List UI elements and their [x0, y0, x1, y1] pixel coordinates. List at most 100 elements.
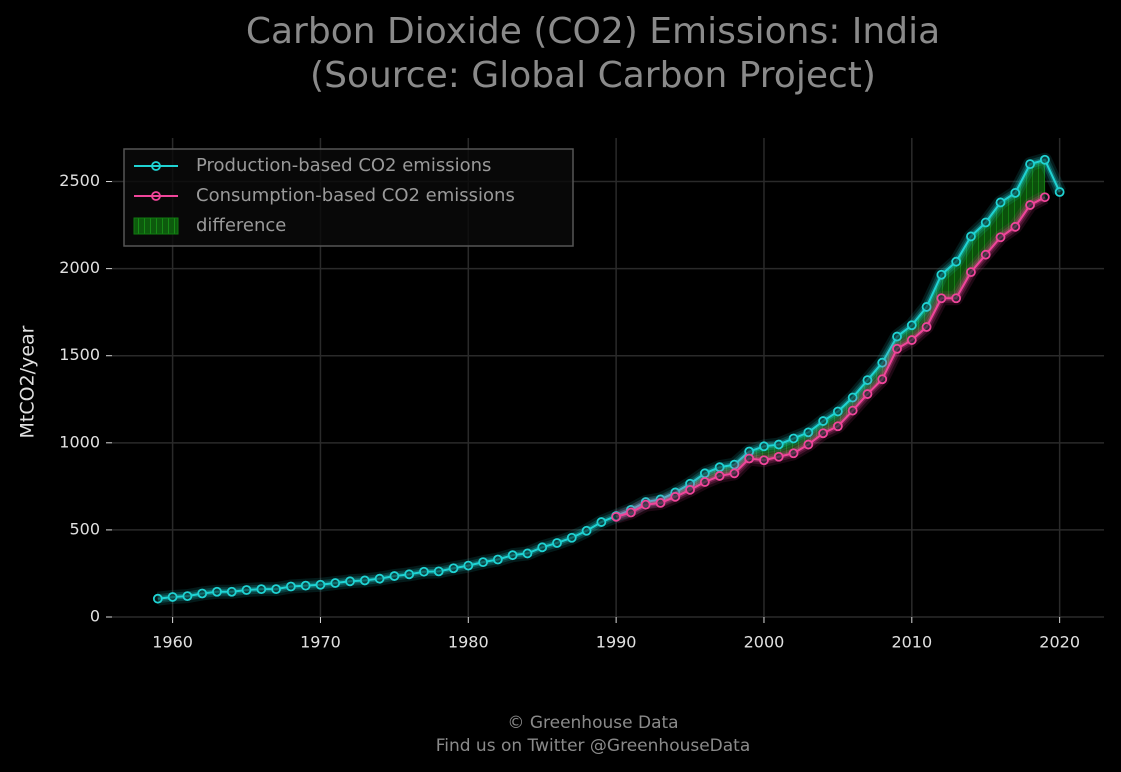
series-marker — [566, 532, 577, 543]
series-marker — [1054, 187, 1065, 197]
legend-marker — [151, 191, 161, 201]
series-marker — [759, 455, 769, 466]
y-tick-label: 1000 — [59, 432, 100, 451]
series-marker — [1010, 187, 1021, 198]
legend-marker — [151, 161, 161, 171]
series-marker — [832, 406, 843, 417]
series-marker — [182, 591, 193, 601]
series-marker — [951, 256, 962, 267]
y-tick-label: 0 — [90, 607, 100, 626]
series-marker — [552, 538, 562, 548]
x-tick-label: 2020 — [1039, 633, 1080, 652]
series-marker — [448, 563, 459, 574]
series-marker — [1039, 154, 1050, 165]
y-tick-label: 1500 — [59, 345, 100, 364]
series-marker — [359, 575, 370, 586]
series-marker — [995, 232, 1006, 243]
series-marker — [537, 542, 548, 553]
series-marker — [404, 569, 415, 580]
series-marker — [936, 293, 947, 304]
series-marker — [906, 335, 917, 345]
series-marker — [670, 491, 681, 502]
x-tick-label: 2000 — [744, 633, 785, 652]
series-marker — [847, 405, 858, 416]
series-marker — [773, 439, 784, 450]
series-marker — [773, 451, 784, 462]
series-marker — [1039, 192, 1050, 203]
series-marker — [655, 498, 666, 508]
x-tick-label: 2010 — [891, 633, 932, 652]
series-marker — [315, 579, 326, 590]
series-marker — [877, 357, 888, 368]
y-tick-label: 2500 — [59, 171, 100, 190]
series-marker — [862, 389, 873, 399]
series-marker — [345, 576, 355, 587]
series-marker — [596, 517, 607, 527]
series-marker — [463, 560, 474, 571]
series-marker — [507, 550, 518, 561]
series-marker — [906, 320, 917, 331]
series-marker — [522, 548, 533, 559]
series-marker — [995, 197, 1006, 208]
series-marker — [803, 427, 814, 438]
legend-label: Consumption-based CO2 emissions — [196, 185, 515, 206]
series-marker — [389, 571, 400, 581]
series-marker — [788, 433, 799, 444]
series-marker — [167, 592, 178, 602]
series-marker — [626, 507, 636, 518]
series-marker — [921, 302, 932, 312]
series-marker — [951, 293, 962, 304]
y-axis-label: MtCO2/year — [17, 325, 39, 438]
series-marker — [300, 580, 311, 591]
y-tick-label: 2000 — [59, 258, 100, 277]
series-marker — [966, 231, 976, 242]
legend-box — [123, 148, 574, 247]
series-marker — [271, 584, 282, 595]
series-marker — [640, 499, 651, 510]
series-marker — [832, 421, 843, 432]
legend-label: difference — [196, 215, 286, 236]
series-marker — [256, 584, 267, 595]
footer: Find us on Twitter @GreenhouseData — [436, 736, 751, 756]
series-marker — [492, 554, 503, 565]
chart-subtitle: (Source: Global Carbon Project) — [310, 55, 876, 96]
series-marker — [892, 343, 902, 354]
series-marker — [980, 217, 991, 228]
series-marker — [197, 588, 208, 599]
y-tick-label: 500 — [69, 519, 100, 538]
series-marker — [818, 428, 829, 439]
series-marker — [212, 586, 222, 597]
series-marker — [374, 573, 385, 584]
x-tick-label: 1980 — [448, 633, 489, 652]
series-marker — [581, 525, 592, 536]
series-marker — [714, 471, 725, 481]
series-marker — [862, 375, 873, 386]
series-marker — [699, 477, 710, 487]
series-marker — [980, 249, 991, 260]
series-marker — [1025, 200, 1035, 210]
series-marker — [744, 453, 755, 464]
series-marker — [759, 441, 769, 452]
chart-title: Carbon Dioxide (CO2) Emissions: India — [246, 11, 940, 52]
series-marker — [877, 374, 888, 385]
series-marker — [419, 566, 429, 577]
legend-swatch — [133, 217, 179, 235]
series-marker — [1025, 159, 1035, 170]
x-tick-label: 1970 — [300, 633, 341, 652]
series-marker — [433, 566, 444, 577]
x-tick-label: 1990 — [596, 633, 637, 652]
series-marker — [241, 585, 252, 595]
series-marker — [803, 439, 814, 450]
series-marker — [892, 331, 902, 342]
series-marker — [330, 578, 341, 588]
series-marker — [152, 593, 163, 604]
series-marker — [729, 468, 740, 479]
series-marker — [1010, 221, 1021, 232]
series-marker — [478, 557, 488, 568]
legend-label: Production-based CO2 emissions — [196, 155, 491, 176]
series-marker — [818, 416, 829, 426]
series-marker — [966, 267, 976, 278]
x-tick-label: 1960 — [152, 633, 193, 652]
